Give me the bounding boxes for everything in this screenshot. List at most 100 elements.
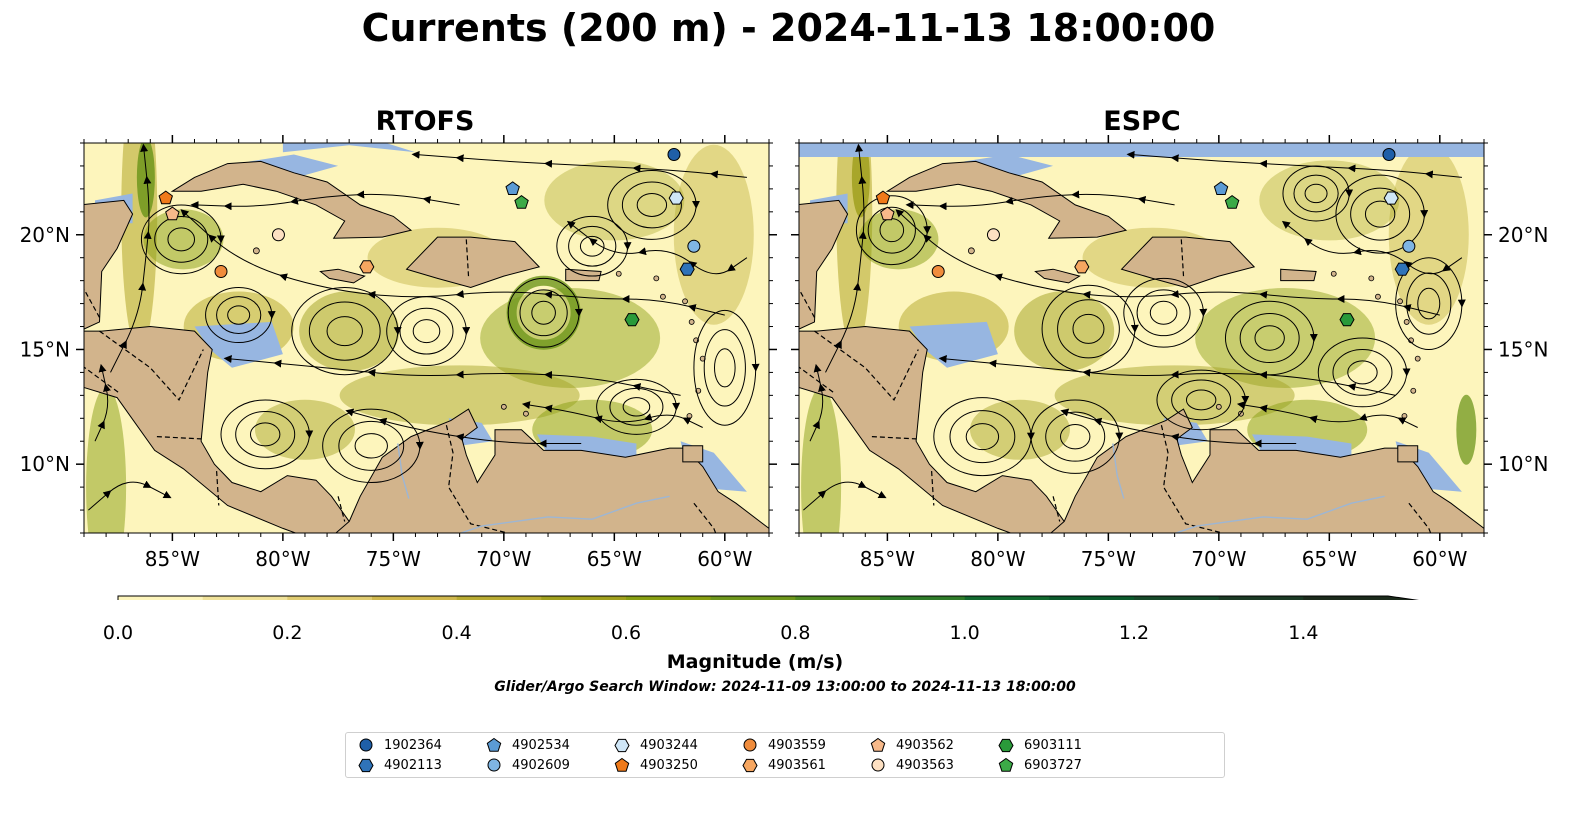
streamline <box>94 363 111 442</box>
map-espc <box>799 143 1484 533</box>
land-small-island <box>688 319 695 325</box>
legend-marker-hexagon-icon <box>998 738 1014 753</box>
legend-marker-circle-icon <box>487 758 501 772</box>
colorbar-segment <box>880 596 966 600</box>
figure-title: Currents (200 m) - 2024-11-13 18:00:00 <box>361 6 1216 50</box>
strong-current <box>1456 394 1477 465</box>
streamline <box>1126 150 1462 179</box>
legend-marker-pentagon-icon <box>614 757 630 772</box>
float-4902534 <box>505 181 520 195</box>
country-border <box>337 496 346 522</box>
country-border <box>1052 496 1061 522</box>
colorbar-extend-arrow <box>1388 596 1416 600</box>
float-4903250 <box>158 190 173 205</box>
legend-label: 4902609 <box>512 757 570 773</box>
colorbar-label: Magnitude (m/s) <box>666 651 844 673</box>
colorbar-segment <box>795 596 881 600</box>
colorbar-segment <box>118 596 204 600</box>
streamline-eddy <box>949 410 1016 464</box>
speed-patch <box>143 209 224 270</box>
legend-label: 4902534 <box>512 737 570 753</box>
legend-item: 4902113 <box>358 757 442 773</box>
legend-label: 4902113 <box>384 757 442 773</box>
float-4903244 <box>668 191 684 205</box>
land-small-island <box>1414 355 1421 362</box>
legend-marker-circle-icon <box>871 758 885 772</box>
land-small-island <box>1368 275 1375 282</box>
land-puerto-rico <box>1280 268 1317 282</box>
float-4903244 <box>1383 191 1399 205</box>
colorbar-segment <box>1049 596 1135 600</box>
land-small-island <box>1375 293 1381 300</box>
float-6903727 <box>1224 194 1240 209</box>
streamline-eddy <box>412 319 441 344</box>
land-central-america <box>84 325 350 533</box>
colorbar-tick-label: 0.4 <box>441 622 472 644</box>
colorbar-segment <box>456 596 542 600</box>
float-1902364 <box>667 147 681 161</box>
streamline <box>1281 220 1463 275</box>
legend-label: 4903563 <box>896 757 954 773</box>
colorbar-tick-label: 0.6 <box>610 622 642 644</box>
lon-tick-label: 65°W <box>1302 547 1357 571</box>
search-window-caption: Glider/Argo Search Window: 2024-11-09 13… <box>494 679 1076 695</box>
map-panels: 85°W 80°W 75°W 70°W 65°W 60°W 20°N 15°N 10°N 85°W… <box>20 135 1548 600</box>
lat-tick-label: 15°N <box>1498 337 1548 361</box>
colorbar-outline <box>117 595 1420 600</box>
legend-item: 4903561 <box>742 757 826 773</box>
land-small-island <box>1330 270 1337 277</box>
speed-patch <box>299 291 400 372</box>
streamline <box>905 190 1175 211</box>
streamline-eddy <box>1304 183 1328 204</box>
lon-tick-label: 70°W <box>476 547 531 571</box>
river <box>1173 495 1385 533</box>
country-border <box>931 471 935 506</box>
speed-patch <box>544 160 685 241</box>
colorbar-segment <box>287 596 373 600</box>
country-border <box>156 436 202 440</box>
float-6903111 <box>624 313 640 327</box>
colorbar-segment <box>964 596 1050 600</box>
legend-marker-circle-icon <box>743 738 757 752</box>
colorbar-segment <box>202 596 288 600</box>
float-4902113 <box>679 262 695 276</box>
colorbar-segment <box>1303 596 1389 600</box>
streamline-eddy <box>703 329 746 407</box>
streamline <box>825 143 867 373</box>
legend-marker-hexagon-icon <box>742 758 758 773</box>
legend-label: 4903562 <box>896 737 954 753</box>
float-4903561 <box>1074 260 1090 274</box>
streamline <box>110 143 152 373</box>
float-4903559 <box>931 264 945 278</box>
legend-item: 6903111 <box>998 737 1082 753</box>
float-4902609 <box>1402 239 1416 253</box>
legend-marker-pentagon-icon <box>486 737 502 752</box>
map-frame <box>798 142 1485 534</box>
speed-patch <box>1014 291 1115 372</box>
country-border <box>814 330 919 401</box>
lon-tick-label: 80°W <box>970 547 1025 571</box>
legend-item: 6903727 <box>998 757 1082 773</box>
lon-tick-label: 75°W <box>1081 547 1136 571</box>
lat-tick-label: 15°N <box>20 337 70 361</box>
streamline-eddy <box>235 410 296 458</box>
panel-title-espc: ESPC <box>1103 106 1181 137</box>
legend-label: 4903561 <box>768 757 826 773</box>
streamline <box>895 209 1440 316</box>
streamline-eddy <box>965 423 1000 451</box>
streamline <box>88 480 172 511</box>
float-4903559 <box>214 264 228 278</box>
legend-item: 4903563 <box>870 757 954 773</box>
colorbar-tick-label: 1.4 <box>1288 622 1319 644</box>
land-small-island <box>660 293 666 300</box>
streamline <box>521 401 703 428</box>
streamline-eddy <box>249 422 281 447</box>
legend-marker-hexagon-icon <box>358 758 374 773</box>
land-small-island <box>1410 387 1417 394</box>
legend-label: 4903250 <box>640 757 698 773</box>
lon-tick-label: 75°W <box>366 547 421 571</box>
legend-label: 6903111 <box>1024 737 1082 753</box>
colorbar <box>117 595 1420 600</box>
streamline-eddy <box>1417 287 1441 320</box>
streamline-eddy <box>1072 313 1105 344</box>
